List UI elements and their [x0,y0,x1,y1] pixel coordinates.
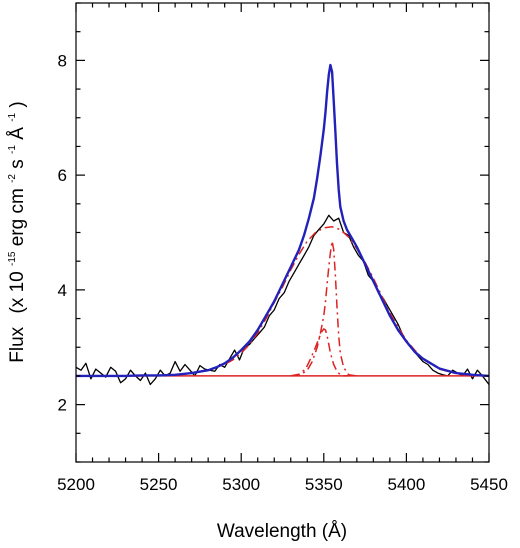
x-tick-label: 5300 [222,475,260,494]
y-axis-title-exp3: -1 [7,145,18,154]
y-tick-label: 2 [58,396,67,415]
y-axis-title: Flux (x 10 -15 erg cm -2 s -1 Å -1 ) [0,101,28,362]
x-tick-label: 5250 [140,475,178,494]
plot-marks [75,63,490,386]
y-axis-title-unit1: erg cm [7,188,28,246]
y-axis-title-close: ) [7,101,28,107]
plot-frame [75,2,490,463]
y-axis-title-open: (x 10 [7,271,28,313]
x-tick-label: 5450 [470,475,508,494]
y-axis-title-unit3: Å [7,127,28,140]
x-axis-title: Wavelength (Å) [217,521,347,542]
y-axis-title-prefix: Flux [7,326,28,362]
y-tick-label: 4 [58,281,67,300]
y-axis-title-unit2: s [7,159,28,169]
y-axis-title-exp2: -2 [7,174,18,183]
x-tick-label: 5350 [305,475,343,494]
axis-ticks: 5200 5250 5300 5350 5400 5450 2 4 6 8 [57,2,508,494]
series-total-fit-line [76,63,490,378]
x-tick-label: 5400 [387,475,425,494]
y-axis-title-exp1: -15 [7,251,18,266]
series-narrow-component-2-line [290,328,349,377]
y-tick-label: 8 [58,51,67,70]
x-tick-label: 5200 [57,475,95,494]
y-axis-title-exp4: -1 [7,112,18,121]
series-broad-component-line [76,226,490,377]
y-tick-label: 6 [58,166,67,185]
series-observed-line [75,214,490,386]
